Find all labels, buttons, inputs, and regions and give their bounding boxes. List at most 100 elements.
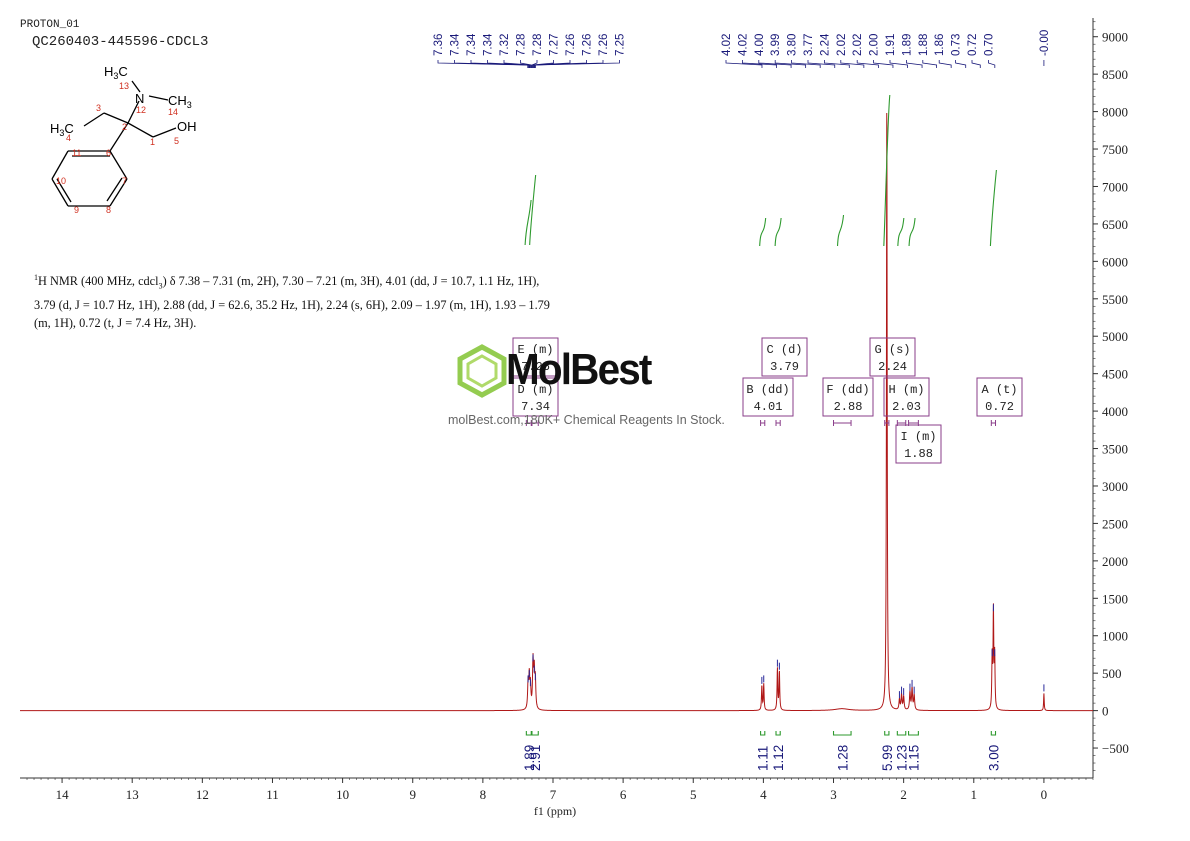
atom-number: 9 <box>74 205 79 215</box>
atom-number: 1 <box>150 137 155 147</box>
peak-leader <box>531 60 538 68</box>
peak-label: 0.73 <box>951 34 963 56</box>
peak-label: 0.70 <box>983 34 995 56</box>
atom-oh: OH <box>177 119 197 134</box>
peak-leader <box>938 60 952 68</box>
peak-leader <box>758 60 792 68</box>
x-tick-label: 9 <box>409 787 416 802</box>
multiplet-label: B (dd) <box>746 383 789 397</box>
multiplet-shift: 4.01 <box>754 400 783 414</box>
peak-leader <box>824 60 850 68</box>
integral-value: 1.11 <box>756 746 771 771</box>
atom-number: 4 <box>66 133 71 143</box>
peak-leader <box>856 60 879 68</box>
peak-label: 2.02 <box>836 34 848 56</box>
multiplet-range <box>833 420 852 426</box>
atom-number: 11 <box>72 148 81 158</box>
integral-bracket <box>884 731 890 736</box>
peak-leader <box>742 60 777 68</box>
watermark-brand: MolBest <box>506 345 652 394</box>
peak-label: 7.27 <box>549 34 561 56</box>
peak-leader <box>840 60 865 68</box>
integral-curve <box>836 214 845 247</box>
atom-number: 12 <box>136 105 146 115</box>
integral-value: 1.89 <box>522 745 537 771</box>
multiplet-box <box>976 377 1023 417</box>
peak-leader <box>791 60 821 68</box>
atom-number: 14 <box>168 107 178 117</box>
multiplet-box <box>512 377 559 417</box>
x-tick-label: 12 <box>196 787 209 802</box>
watermark-tagline: molBest.com,180K+ Chemical Reagents In S… <box>448 413 725 427</box>
y-tick-label: 0 <box>1102 704 1109 719</box>
x-tick-label: 2 <box>900 787 907 802</box>
molecule-structure: H3C N CH3 H3C OH 13 12 14 3 2 4 1 5 11 6… <box>50 64 197 215</box>
peak-leader <box>971 60 981 68</box>
multiplet-label: F (dd) <box>826 383 869 397</box>
integral-value: 1.12 <box>771 745 786 771</box>
peak-leader <box>988 60 996 68</box>
y-tick-label: 3000 <box>1102 479 1128 494</box>
nmr-sub: 3 <box>158 281 163 291</box>
integral-curve <box>529 174 537 246</box>
nmr-line1b: ) δ 7.38 – 7.31 (m, 2H), 7.30 – 7.21 (m,… <box>162 274 540 289</box>
peak-leader <box>470 60 530 68</box>
y-tick-label: 8000 <box>1102 105 1128 120</box>
peak-label: 0.72 <box>967 34 979 56</box>
peak-label: 2.24 <box>819 33 831 56</box>
peak-label: 7.26 <box>598 34 610 56</box>
y-tick-label: 4000 <box>1102 404 1128 419</box>
nmr-description: 1H NMR (400 MHz, cdcl3) δ 7.38 – 7.31 (m… <box>34 269 624 332</box>
peak-label: 3.99 <box>770 34 782 56</box>
integral-bracket <box>832 731 852 736</box>
peak-label: 7.32 <box>499 34 511 56</box>
atom-number: 10 <box>56 176 66 186</box>
atom-number: 6 <box>106 148 111 158</box>
x-tick-label: 10 <box>336 787 349 802</box>
peak-label: 7.34 <box>483 33 495 56</box>
peak-label: -0.00 <box>1039 30 1051 56</box>
y-tick-label: 7500 <box>1102 142 1128 157</box>
atom-ch3: H3C <box>50 121 74 138</box>
integral-value: 1.28 <box>835 745 850 771</box>
nmr-sup: 1 <box>34 273 38 282</box>
integral-curve <box>989 169 997 247</box>
y-tick-label: 9000 <box>1102 30 1128 45</box>
integral-value: 1.23 <box>895 745 910 771</box>
y-tick-label: 1500 <box>1102 591 1128 606</box>
atom-number: 8 <box>106 205 111 215</box>
y-tick-label: 500 <box>1102 666 1122 681</box>
peak-leader <box>774 60 807 68</box>
peak-leader <box>873 60 894 68</box>
multiplet-shift: 2.03 <box>892 400 921 414</box>
y-tick-label: 3500 <box>1102 442 1128 457</box>
integral-curve <box>524 199 532 246</box>
integral-curve <box>759 217 767 247</box>
x-tick-label: 14 <box>56 787 70 802</box>
atom-number: 2 <box>122 122 127 132</box>
x-tick-label: 3 <box>830 787 837 802</box>
peak-leader <box>807 60 836 68</box>
peak-leader <box>906 60 923 68</box>
multiplet-box <box>869 337 916 377</box>
integral-curve <box>774 217 782 247</box>
integral-curve <box>883 94 891 247</box>
peak-label: 3.80 <box>787 34 799 56</box>
integral-bracket <box>775 731 781 736</box>
experiment-name: PROTON_01 <box>20 19 80 31</box>
y-tick-label: 2500 <box>1102 516 1128 531</box>
x-tick-label: 8 <box>480 787 487 802</box>
peak-label: 7.34 <box>450 33 462 56</box>
peak-leader <box>955 60 967 68</box>
nmr-line2: 3.79 (d, J = 10.7 Hz, 1H), 2.88 (dd, J =… <box>34 297 550 312</box>
peak-label: 4.02 <box>737 34 749 56</box>
multiplet-range <box>531 420 539 426</box>
sample-id: QC260403-445596-CDCL3 <box>32 34 209 50</box>
multiplet-range <box>990 420 997 426</box>
peak-leader <box>520 60 532 68</box>
multiplet-shift: 2.24 <box>878 360 907 374</box>
atom-nme-right: CH3 <box>168 93 192 110</box>
multiplet-shift: 2.88 <box>834 400 863 414</box>
integral-value: 3.00 <box>986 745 1001 771</box>
integral-bracket <box>908 731 919 736</box>
